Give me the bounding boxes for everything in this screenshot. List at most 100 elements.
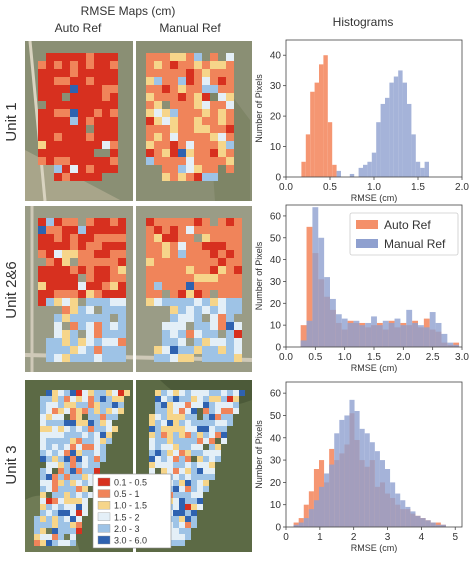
bar-manual-ref [385,97,390,177]
x-tick-label: 2.0 [455,182,469,193]
bar-manual-ref [380,103,385,177]
bar-manual-ref [379,460,385,527]
x-tick-label: 0.5 [308,352,322,363]
y-tick-label: 30 [270,81,282,92]
x-tick-label: 1.5 [367,352,381,363]
color-legend-swatch [97,512,111,521]
bar-manual-ref [324,473,330,527]
x-tick-label: 2.0 [396,352,410,363]
rmse-map-cells [34,390,130,546]
bar-manual-ref [359,428,365,527]
bar-manual-ref [349,173,355,177]
y-tick-label: 10 [270,142,282,153]
x-tick-label: 4 [419,532,425,543]
x-axis-label: RMSE (cm) [351,193,398,203]
color-legend-label: 0.5 - 1 [114,489,140,499]
y-tick-label: 60 [270,211,282,222]
bar-manual-ref [319,486,325,527]
bar-manual-ref [410,511,416,527]
bar-manual-ref [389,82,394,177]
bar-manual-ref [306,320,313,347]
x-tick-label: 2.5 [426,352,440,363]
x-tick-label: 1.5 [411,182,425,193]
y-tick-label: 60 [270,389,282,400]
bar-manual-ref [303,518,309,527]
histogram-legend: Auto Ref Manual Ref [349,212,459,256]
y-tick-label: 50 [270,233,282,244]
y-tick-label: 30 [270,277,282,288]
y-tick-label: 10 [270,321,282,332]
bar-manual-ref [336,170,341,177]
bar-manual-ref [398,70,403,177]
color-legend-swatch [97,477,111,487]
y-tick-label: 0 [275,173,281,184]
y-tick-label: 20 [270,299,282,310]
bar-manual-ref [382,320,389,347]
rmse-map-cells [38,218,126,362]
bar-manual-ref [374,451,380,527]
bar-manual-ref [369,442,375,527]
bar-auto-ref [306,226,313,347]
bar-manual-ref [330,298,336,347]
y-tick-label: 50 [270,411,282,422]
rmse-map-cells [146,53,234,181]
y-tick-label: 0 [275,343,281,354]
x-tick-label: 0.5 [323,182,337,193]
bar-manual-ref [365,322,372,347]
bar-manual-ref [453,344,460,347]
bar-auto-ref [327,122,333,177]
y-tick-label: 40 [270,255,282,266]
bar-manual-ref [354,411,360,527]
color-legend-swatch [97,501,111,510]
column-label-auto-ref: Auto Ref [55,21,102,35]
rmse-map-cells [146,218,242,362]
bar-manual-ref [364,433,370,527]
bar-manual-ref [393,76,399,177]
unit-label-unit-3: Unit 3 [3,445,20,484]
bar-manual-ref [358,167,363,177]
bar-auto-ref [303,504,309,527]
bar-manual-ref [405,506,411,527]
bar-manual-ref [312,207,319,347]
bar-manual-ref [363,164,368,177]
bar-manual-ref [430,522,436,527]
bar-manual-ref [385,469,391,527]
rmse-map-cells [38,53,118,181]
bar-manual-ref [411,134,416,177]
bar-auto-ref [310,91,315,177]
y-tick-label: 10 [270,500,282,511]
color-legend-swatch [97,524,111,533]
color-legend-label: 3.0 - 6.0 [114,536,147,546]
legend-label: Auto Ref [384,218,431,232]
bar-manual-ref [293,524,299,527]
x-tick-label: 1 [317,532,323,543]
y-axis-label: Number of Pixels [254,420,264,489]
bar-manual-ref [388,322,395,347]
bar-manual-ref [406,309,413,347]
bar-manual-ref [440,524,446,527]
bar-manual-ref [400,325,407,347]
legend-label: Manual Ref [384,237,446,251]
legend-swatch [356,220,378,229]
bar-manual-ref [367,161,372,177]
unit-label-unit-2-6: Unit 2&6 [3,261,20,319]
bar-manual-ref [423,327,430,347]
bar-auto-ref [305,134,311,177]
bar-manual-ref [349,399,355,527]
bar-manual-ref [353,320,360,347]
color-legend-swatch [97,535,111,545]
bar-manual-ref [425,520,431,527]
bar-manual-ref [407,103,412,177]
bar-manual-ref [402,82,407,177]
bar-manual-ref [441,333,448,347]
bar-auto-ref [313,469,319,527]
y-tick-label: 40 [270,51,282,62]
bar-manual-ref [400,500,406,527]
histograms-header: Histograms [333,15,394,29]
color-legend-swatch [97,489,111,498]
bar-manual-ref [334,433,340,527]
color-legend-label: 2.0 - 3 [114,524,140,534]
y-axis-label: Number of Pixels [254,241,264,310]
unit-label-unit-1: Unit 1 [3,102,20,141]
